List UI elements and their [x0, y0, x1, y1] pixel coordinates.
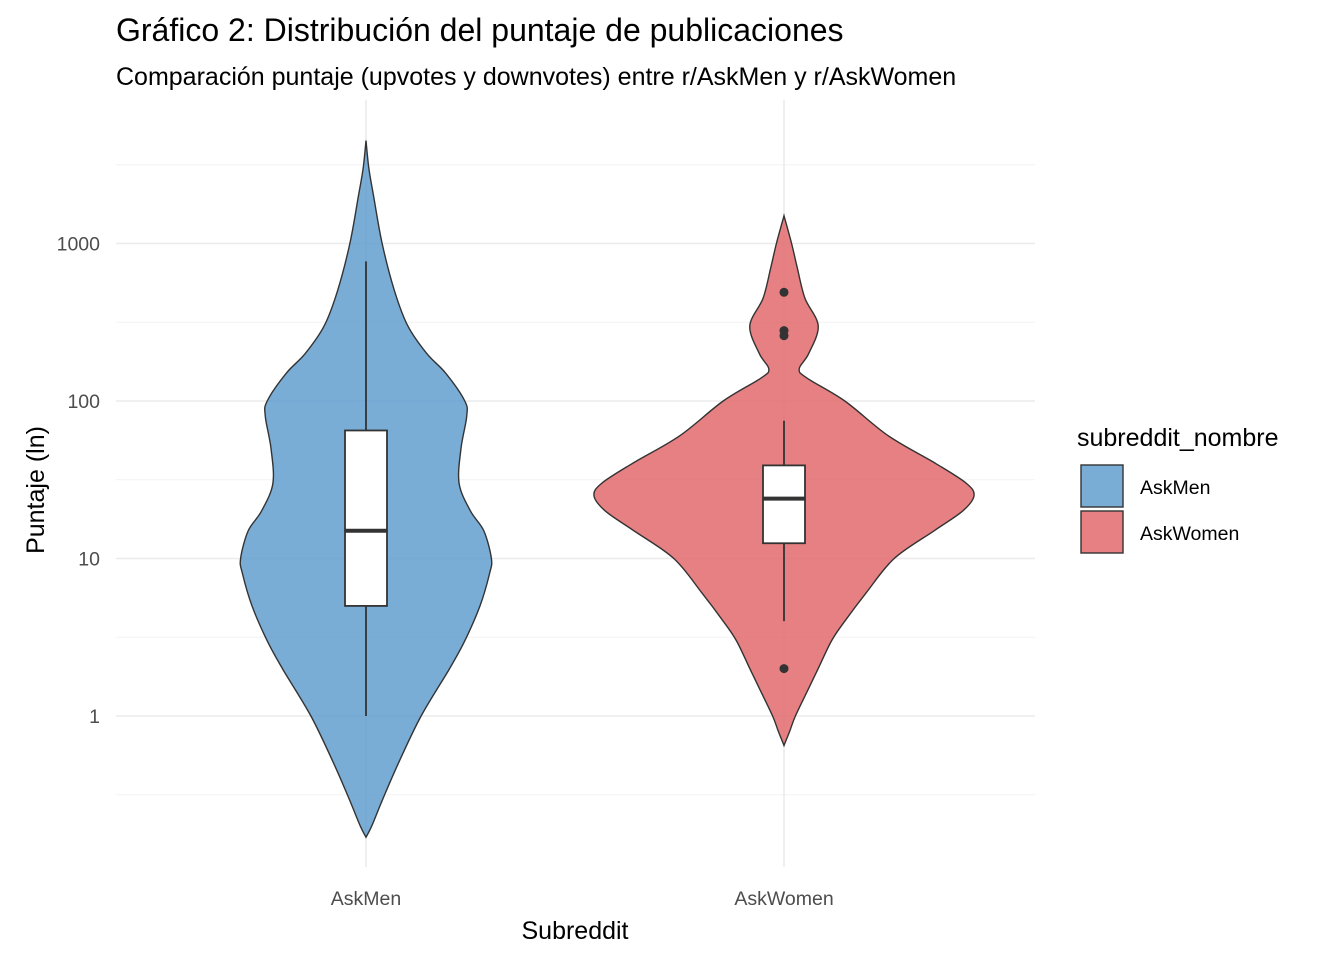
box-iqr	[344, 429, 388, 607]
x-tick-label: AskMen	[331, 888, 401, 910]
legend: subreddit_nombre AskMen AskWomen	[1077, 424, 1279, 554]
legend-label: AskMen	[1140, 477, 1210, 499]
box-iqr	[762, 464, 806, 545]
x-axis-title: Subreddit	[521, 917, 628, 945]
legend-title: subreddit_nombre	[1077, 424, 1279, 452]
chart-subtitle: Comparación puntaje (upvotes y downvotes…	[116, 63, 956, 91]
x-tick-label: AskWomen	[734, 888, 833, 910]
outlier-point	[779, 287, 789, 297]
legend-key-askmen	[1080, 464, 1124, 508]
chart-title: Gráfico 2: Distribución del puntaje de p…	[116, 12, 844, 48]
y-tick-label: 1	[89, 706, 100, 728]
legend-label: AskWomen	[1140, 523, 1239, 545]
y-tick-label: 1000	[57, 234, 101, 256]
outlier-points	[779, 287, 789, 674]
x-axis-tick-labels: AskMen AskWomen	[331, 888, 834, 910]
outlier-point	[779, 664, 789, 674]
boxplots	[344, 261, 806, 716]
y-axis-title: Puntaje (ln)	[22, 426, 50, 554]
outlier-point	[779, 326, 789, 336]
legend-key-askwomen	[1080, 510, 1124, 554]
y-tick-label: 10	[78, 549, 100, 571]
y-axis-tick-labels: 1 10 100 1000	[57, 234, 101, 729]
y-tick-label: 100	[67, 391, 100, 413]
